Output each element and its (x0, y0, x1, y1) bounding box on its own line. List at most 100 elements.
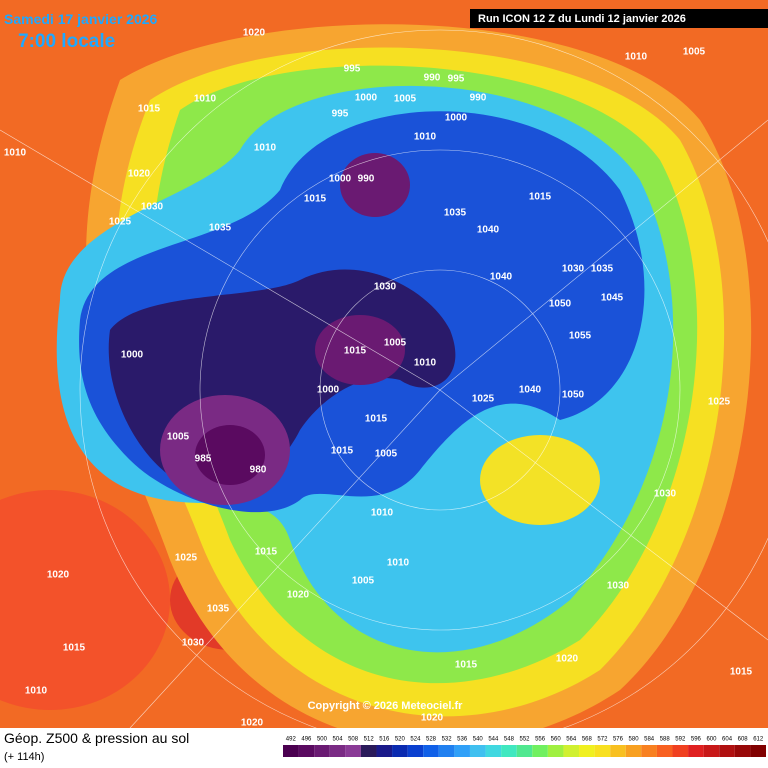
pressure-label: 1040 (477, 225, 500, 236)
low-center (195, 425, 265, 485)
legend-label: 500 (317, 737, 328, 743)
legend-label: 528 (426, 737, 437, 743)
run: Run ICON 12 Z du Lundi 12 janvier 2026 (478, 13, 686, 25)
pressure-label: 1030 (607, 581, 630, 592)
legend-label: 540 (473, 737, 484, 743)
legend-label: 548 (504, 737, 515, 743)
pressure-label: 1005 (352, 576, 375, 587)
legend-label: 504 (333, 737, 344, 743)
legend-swatch (532, 745, 548, 757)
pressure-label: 990 (358, 174, 375, 185)
legend-label: 592 (675, 737, 686, 743)
pressure-label: 1020 (47, 570, 70, 581)
parameter: Géop. Z500 & pression au sol (4, 730, 189, 746)
legend-swatch (360, 745, 377, 757)
pressure-label: 1050 (562, 390, 585, 401)
pressure-label: 1050 (549, 299, 572, 310)
pressure-label: 1025 (472, 394, 495, 405)
pressure-label: 1000 (121, 350, 144, 361)
legend-swatch (547, 745, 564, 757)
pressure-label: 1005 (167, 432, 190, 443)
pressure-label: 1010 (371, 508, 394, 519)
legend-label: 496 (301, 737, 312, 743)
legend-swatch (719, 745, 735, 757)
legend-swatch (610, 745, 626, 757)
legend-swatch (516, 745, 533, 757)
legend-label: 576 (613, 737, 624, 743)
run-box (470, 9, 768, 28)
pressure-label: 1015 (344, 346, 367, 357)
legend-label: 544 (488, 737, 499, 743)
legend-label: 512 (364, 737, 375, 743)
pressure-label: 1010 (194, 94, 217, 105)
legend-label: 524 (410, 737, 421, 743)
legend-swatch (734, 745, 751, 757)
pressure-label: 1000 (445, 113, 468, 124)
pressure-label: 1035 (444, 208, 467, 219)
pressure-label: 1020 (287, 590, 310, 601)
legend-label: 532 (442, 737, 453, 743)
legend-label: 608 (738, 737, 749, 743)
pressure-label: 980 (250, 465, 267, 476)
legend-swatch (438, 745, 455, 757)
legend-label: 596 (691, 737, 702, 743)
pressure-label: 1030 (182, 638, 205, 649)
pressure-label: 1035 (207, 604, 230, 615)
legend-label: 560 (551, 737, 562, 743)
legend-label: 612 (753, 737, 764, 743)
lead-time: (+ 114h) (4, 751, 44, 763)
legend-swatch (625, 745, 642, 757)
pressure-label: 1055 (569, 331, 592, 342)
legend-swatch (345, 745, 361, 757)
legend-label: 604 (722, 737, 733, 743)
pressure-label: 1000 (317, 385, 340, 396)
pressure-label: 1025 (175, 553, 198, 564)
low-mid (315, 315, 405, 385)
pressure-label: 1015 (304, 194, 327, 205)
pressure-label: 1010 (414, 358, 437, 369)
legend-swatch (563, 745, 580, 757)
legend-swatch (469, 745, 486, 757)
pressure-label: 985 (195, 454, 212, 465)
pressure-label: 1035 (591, 264, 614, 275)
pressure-label: 1005 (683, 47, 706, 58)
pressure-label: 1030 (141, 202, 164, 213)
legend-label: 580 (629, 737, 640, 743)
pressure-label: 1010 (25, 686, 48, 697)
warm-area (0, 490, 170, 710)
pressure-label: 1030 (654, 489, 677, 500)
pressure-label: 1025 (708, 397, 731, 408)
pressure-label: 1015 (365, 414, 388, 425)
pressure-label: 1040 (519, 385, 542, 396)
pressure-label: 1015 (529, 192, 552, 203)
legend-label: 584 (644, 737, 655, 743)
pressure-label: 995 (344, 64, 361, 75)
pressure-label: 1000 (329, 174, 352, 185)
legend-label: 508 (348, 737, 359, 743)
legend-swatch (656, 745, 673, 757)
copyright: Copyright © 2026 Meteociel.fr (308, 700, 464, 712)
legend-label: 600 (706, 737, 717, 743)
date: Samedi 17 janvier 2026 (4, 11, 158, 27)
pressure-label: 1005 (375, 449, 398, 460)
pressure-label: 1010 (254, 143, 277, 154)
legend-swatch (579, 745, 595, 757)
legend-swatch (501, 745, 517, 757)
pressure-label: 1015 (455, 660, 478, 671)
pressure-label: 1010 (625, 52, 648, 63)
pressure-label: 1020 (243, 28, 266, 39)
legend-swatch (283, 745, 299, 757)
pressure-label: 990 (470, 93, 487, 104)
legend-label: 568 (582, 737, 593, 743)
legend-swatch (407, 745, 424, 757)
pressure-label: 1015 (255, 547, 278, 558)
legend-swatch (298, 745, 315, 757)
legend-swatch (454, 745, 470, 757)
pressure-label: 1000 (355, 93, 378, 104)
pressure-label: 1005 (384, 338, 407, 349)
pressure-label: 1015 (730, 667, 753, 678)
legend-label: 552 (519, 737, 530, 743)
legend-swatch (750, 745, 766, 757)
